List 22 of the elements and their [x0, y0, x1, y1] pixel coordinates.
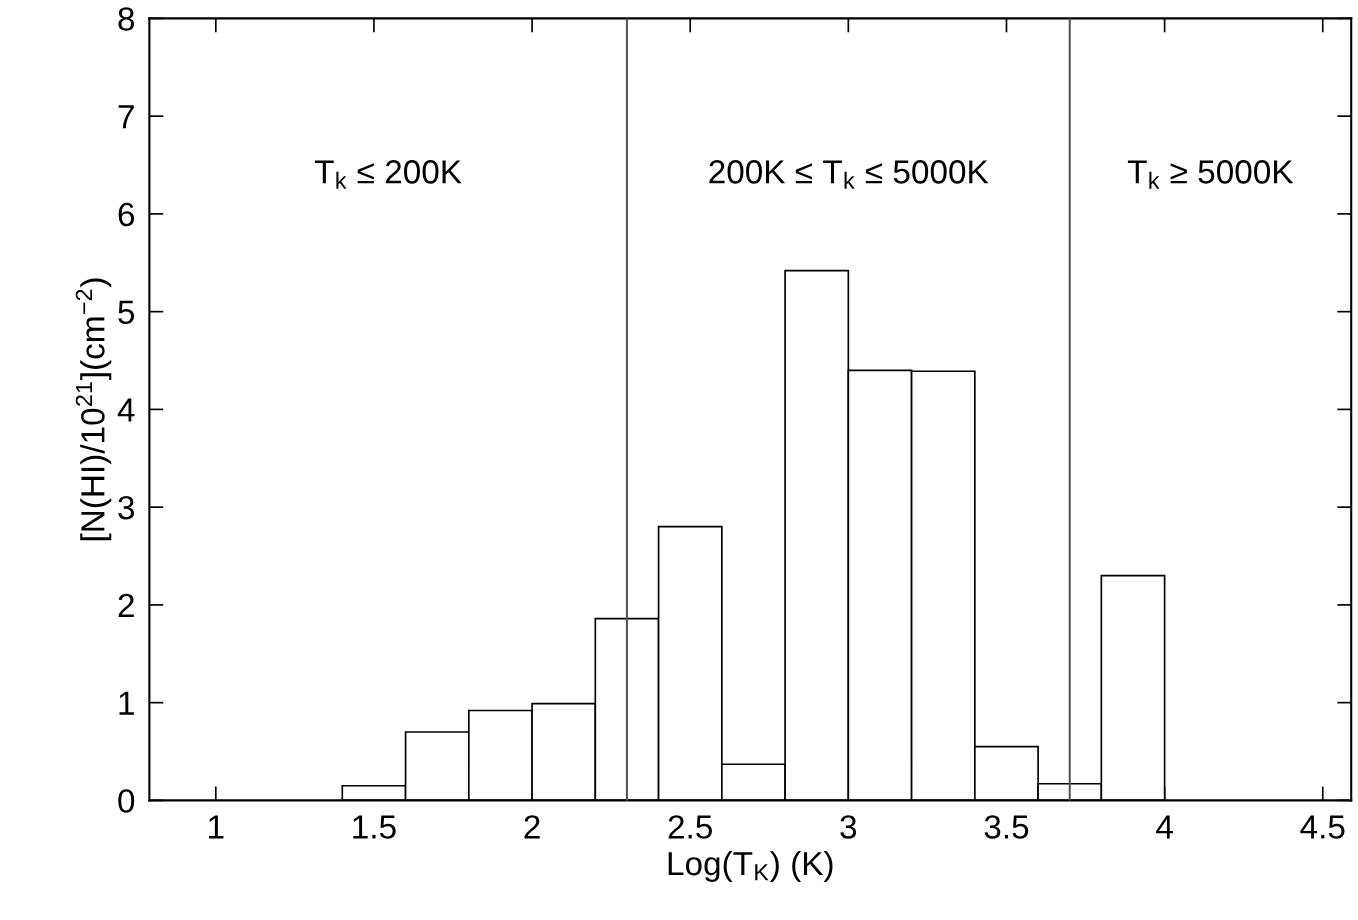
y-tick-label: 8: [118, 7, 135, 31]
x-tick-label: 1: [209, 815, 224, 839]
y-tick-label: 3: [118, 495, 135, 520]
y-axis-title: [N(HI)/10$^{21}$](cm$^{−2}$): [75, 278, 112, 541]
x-tick-label: 1.5: [353, 815, 396, 839]
x-tick-label: 4: [1156, 815, 1173, 839]
annotation: T$_{k}$ ≥ 5000K: [1127, 160, 1294, 189]
y-tick-label: 6: [118, 202, 135, 227]
y-tick-label: 2: [118, 593, 134, 617]
annotation: T$_{k}$ ≤ 200K: [314, 160, 462, 189]
x-tick-label: 2.5: [668, 815, 712, 839]
x-tick-label: 4.5: [1300, 815, 1345, 839]
annotation: 200K ≤ T$_{k}$ ≤ 5000K: [709, 160, 989, 189]
y-tick-label: 4: [117, 398, 135, 422]
x-tick-label: 3.5: [984, 815, 1029, 839]
y-tick-label: 0: [118, 789, 135, 813]
y-tick-label: 5: [118, 300, 135, 325]
x-tick-label: 3: [840, 815, 857, 839]
y-tick-label: 7: [118, 105, 134, 129]
y-tick-label: 1: [119, 691, 134, 715]
x-tick-label: 2: [524, 815, 540, 839]
x-axis-title: Log(T$_{K}$) (K): [668, 850, 833, 882]
